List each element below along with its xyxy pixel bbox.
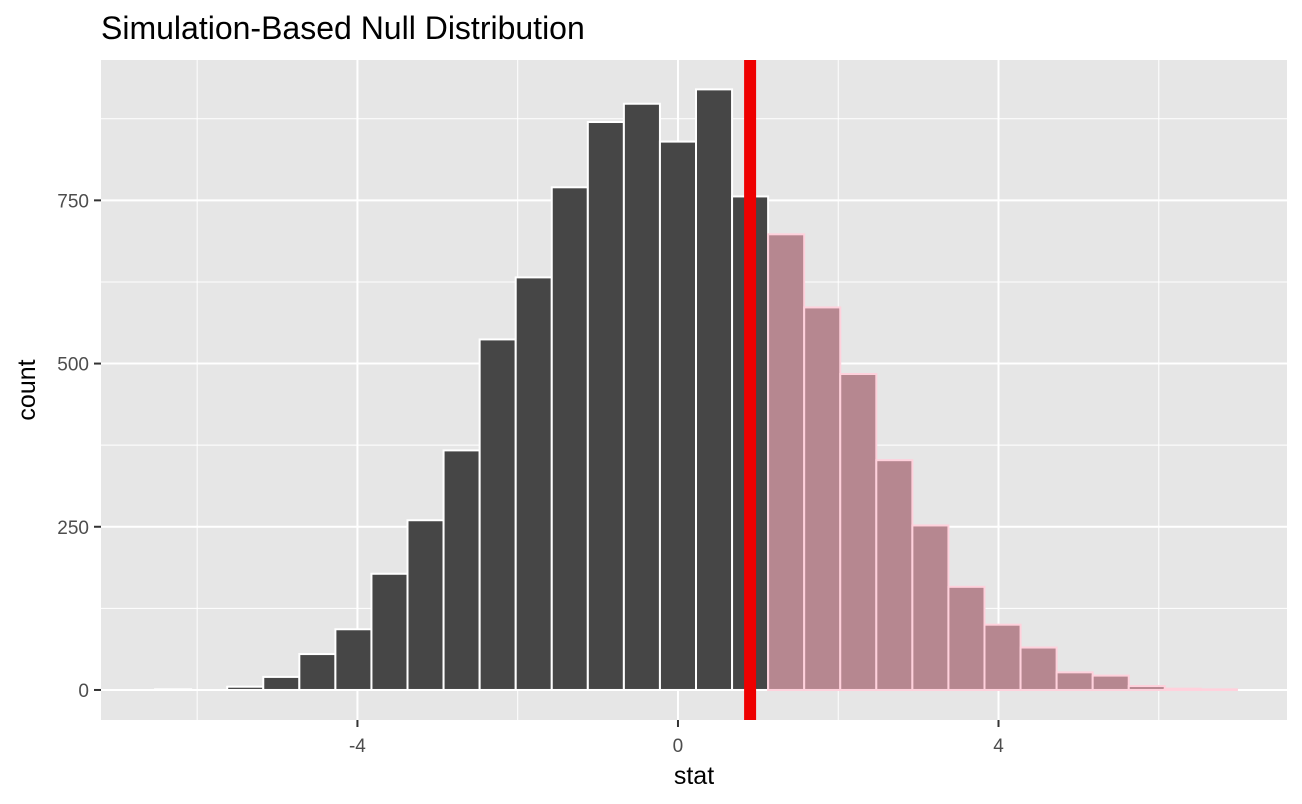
histogram-bar [442, 449, 481, 691]
x-tick-label: 4 [993, 736, 1004, 757]
shaded-histogram-bar [1055, 671, 1094, 691]
shaded-histogram-bar [911, 524, 950, 691]
y-tick-label: 750 [57, 191, 89, 212]
y-tick-label: 250 [57, 518, 89, 539]
x-tick-label: 0 [673, 736, 684, 757]
y-axis-title: count [13, 359, 41, 420]
chart-title: Simulation-Based Null Distribution [101, 10, 585, 46]
y-axis: 0 250 500 750 [57, 191, 101, 702]
histogram-bar [154, 688, 193, 691]
shaded-histogram-bar [875, 459, 914, 691]
shaded-histogram-bar [983, 623, 1022, 691]
histogram-bar [370, 572, 409, 691]
histogram-bar [586, 121, 625, 691]
histogram-bar [226, 685, 265, 691]
shaded-histogram-bar [767, 233, 806, 691]
x-axis-title: stat [674, 762, 714, 790]
x-axis: -4 0 4 [349, 720, 1004, 757]
shaded-histogram-bar [1019, 646, 1058, 691]
y-tick-label: 0 [78, 681, 89, 702]
y-tick-label: 500 [57, 355, 89, 376]
shaded-histogram-bar [1091, 674, 1130, 691]
histogram-bar [550, 186, 589, 691]
histogram-bar [514, 276, 553, 691]
x-tick-label: -4 [349, 736, 366, 757]
shaded-histogram-bar [803, 306, 842, 691]
shaded-histogram-bar [1199, 688, 1238, 691]
shaded-histogram-bar [1127, 685, 1166, 691]
histogram-bar [478, 338, 517, 691]
shaded-histogram-bar [947, 585, 986, 691]
histogram-bar [406, 519, 445, 691]
histogram-bar [262, 675, 301, 691]
shaded-histogram-bar [839, 373, 878, 691]
histogram-bar [658, 140, 698, 691]
histogram-bar [695, 88, 734, 691]
histogram-bar [298, 653, 337, 691]
shaded-histogram-bar [1163, 687, 1202, 691]
histogram-bar [334, 628, 373, 691]
histogram-bars [154, 88, 1238, 691]
histogram-bar [622, 102, 661, 691]
